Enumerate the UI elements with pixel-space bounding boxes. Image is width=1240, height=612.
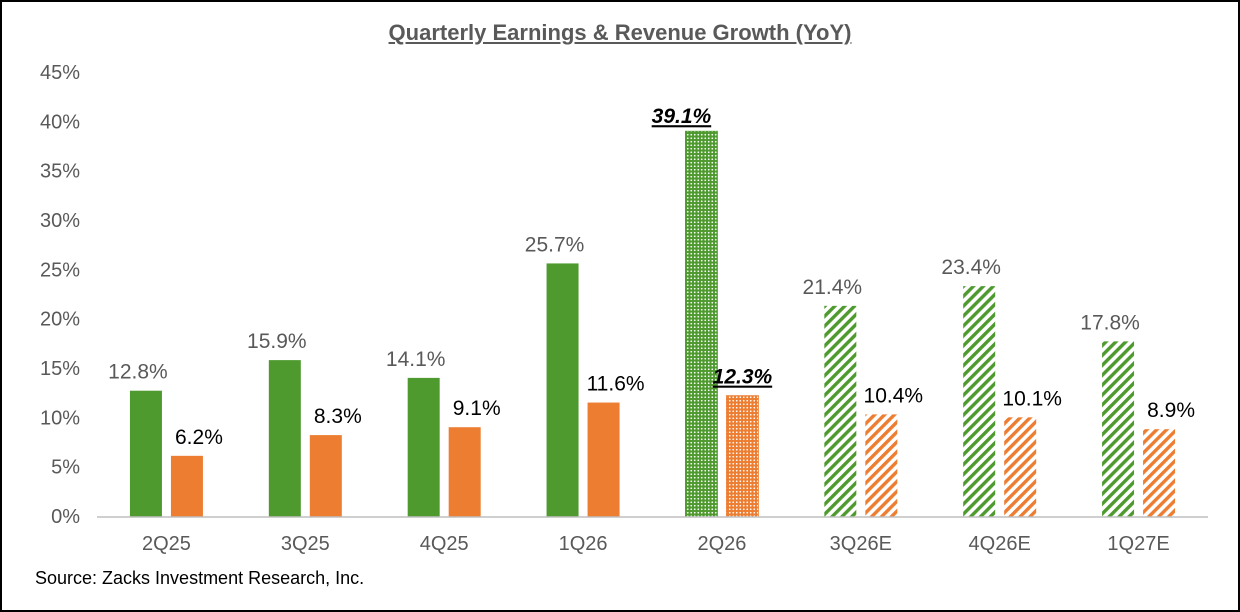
y-tick-label-20-: 20% bbox=[40, 309, 80, 331]
y-tick-label-10-: 10% bbox=[40, 407, 80, 429]
x-tick-label-1q27e: 1Q27E bbox=[1107, 533, 1169, 555]
data-label-1q26-series-2: 11.6% bbox=[587, 373, 645, 396]
x-tick-label-4q25: 4Q25 bbox=[420, 533, 469, 555]
y-tick-label-0-: 0% bbox=[51, 506, 80, 528]
bar-3q25-series-1 bbox=[268, 360, 301, 517]
x-tick-label-2q26: 2Q26 bbox=[697, 533, 746, 555]
data-label-4q26e-series-1: 23.4% bbox=[941, 256, 1001, 279]
x-tick-label-4q26e: 4Q26E bbox=[969, 533, 1031, 555]
data-label-1q27e-series-2: 8.9% bbox=[1147, 399, 1195, 422]
bar-2q26-series-1 bbox=[685, 130, 718, 518]
data-label-2q25-series-1: 12.8% bbox=[108, 361, 168, 384]
bar-3q26e-series-1 bbox=[824, 305, 857, 517]
data-label-1q27e-series-1: 17.8% bbox=[1080, 311, 1140, 334]
y-tick-label-30-: 30% bbox=[40, 210, 80, 232]
bar-4q26e-series-2 bbox=[1004, 417, 1037, 517]
source-note: Source: Zacks Investment Research, Inc. bbox=[35, 568, 365, 588]
data-label-3q26e-series-2: 10.4% bbox=[864, 384, 924, 407]
bar-3q25-series-2 bbox=[309, 435, 342, 517]
bar-1q27e-series-2 bbox=[1143, 429, 1176, 517]
y-tick-label-45-: 45% bbox=[40, 62, 80, 84]
bar-4q25-series-1 bbox=[407, 377, 440, 517]
y-tick-label-25-: 25% bbox=[40, 259, 80, 281]
data-label-2q25-series-2: 6.2% bbox=[175, 426, 223, 449]
bar-1q26-series-1 bbox=[546, 263, 579, 517]
data-labels: 12.8% 6.2% 15.9% 8.3% 14.1% 9.1% 25.7% 11.6% 39.… bbox=[108, 105, 1195, 449]
data-label-2q26-series-2: 12.3% bbox=[713, 366, 773, 389]
data-label-2q26-series-1: 39.1% bbox=[652, 105, 712, 128]
bar-1q27e-series-1 bbox=[1102, 341, 1135, 517]
chart-title: Quarterly Earnings & Revenue Growth (YoY… bbox=[388, 20, 852, 45]
data-label-4q25-series-2: 9.1% bbox=[453, 397, 501, 420]
bars bbox=[129, 130, 1176, 518]
y-tick-label-15-: 15% bbox=[40, 358, 80, 380]
bar-4q25-series-2 bbox=[448, 427, 481, 517]
data-label-1q26-series-1: 25.7% bbox=[525, 233, 585, 256]
bar-2q25-series-1 bbox=[129, 390, 162, 517]
x-tick-label-1q26: 1Q26 bbox=[559, 533, 608, 555]
x-axis: 2Q25 3Q25 4Q25 1Q26 2Q26 3Q26E 4Q26E 1Q27E bbox=[142, 533, 1170, 555]
y-axis: 0% 5% 10% 15% 20% 25% 30% 35% 40% 45% bbox=[40, 62, 80, 528]
bar-1q26-series-2 bbox=[587, 402, 620, 517]
data-label-4q26e-series-2: 10.1% bbox=[1002, 387, 1062, 410]
data-label-4q25-series-1: 14.1% bbox=[386, 348, 446, 371]
y-tick-label-40-: 40% bbox=[40, 111, 80, 133]
y-tick-label-5-: 5% bbox=[51, 457, 80, 479]
bar-4q26e-series-1 bbox=[963, 286, 996, 517]
data-label-3q26e-series-1: 21.4% bbox=[803, 276, 863, 299]
data-label-3q25-series-1: 15.9% bbox=[247, 330, 307, 353]
bar-2q26-series-2 bbox=[726, 395, 759, 518]
y-tick-label-35-: 35% bbox=[40, 161, 80, 183]
data-label-3q25-series-2: 8.3% bbox=[314, 405, 362, 428]
x-tick-label-2q25: 2Q25 bbox=[142, 533, 191, 555]
x-tick-label-3q26e: 3Q26E bbox=[830, 533, 892, 555]
bar-3q26e-series-2 bbox=[865, 414, 898, 517]
x-tick-label-3q25: 3Q25 bbox=[281, 533, 330, 555]
bar-2q25-series-2 bbox=[170, 455, 203, 517]
